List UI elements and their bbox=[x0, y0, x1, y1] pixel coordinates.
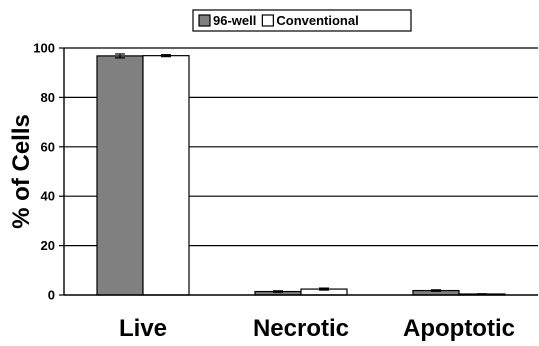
legend-swatch bbox=[261, 14, 274, 27]
y-tick-label-60: 60 bbox=[41, 139, 55, 154]
x-label-apoptotic: Apoptotic bbox=[403, 315, 515, 342]
bar-live-conventional bbox=[142, 55, 190, 296]
y-axis-title: % of Cells bbox=[8, 114, 35, 229]
y-tick-label-100: 100 bbox=[33, 41, 55, 56]
error-bar-live-conventional bbox=[161, 54, 171, 58]
legend-box bbox=[192, 9, 412, 32]
legend-label: Conventional bbox=[276, 13, 358, 28]
error-bar-necrotic-conventional bbox=[319, 287, 329, 291]
y-axis-ticks: 0 20 40 60 80 100 bbox=[33, 41, 64, 303]
bar-live-96-well bbox=[96, 55, 144, 296]
legend-label: 96-well bbox=[213, 13, 256, 28]
error-bar-apoptotic-96-well bbox=[431, 289, 441, 292]
error-bar-live-96-well bbox=[115, 53, 125, 59]
x-label-live: Live bbox=[119, 315, 167, 342]
legend-entry-96-well: 96-well bbox=[198, 13, 256, 28]
bars bbox=[96, 53, 506, 296]
error-bar-necrotic-96-well bbox=[273, 290, 283, 293]
x-axis-labels: Live Necrotic Apoptotic bbox=[119, 315, 515, 342]
axes bbox=[63, 48, 538, 296]
y-tick-label-40: 40 bbox=[41, 189, 55, 204]
y-tick-label-80: 80 bbox=[41, 90, 55, 105]
legend-entry-conventional: Conventional bbox=[261, 13, 359, 28]
legend-swatch bbox=[198, 14, 211, 27]
y-tick-label-0: 0 bbox=[48, 288, 55, 303]
x-label-necrotic: Necrotic bbox=[253, 315, 349, 342]
legend: 96-well Conventional bbox=[192, 9, 412, 32]
y-tick-label-20: 20 bbox=[41, 238, 55, 253]
